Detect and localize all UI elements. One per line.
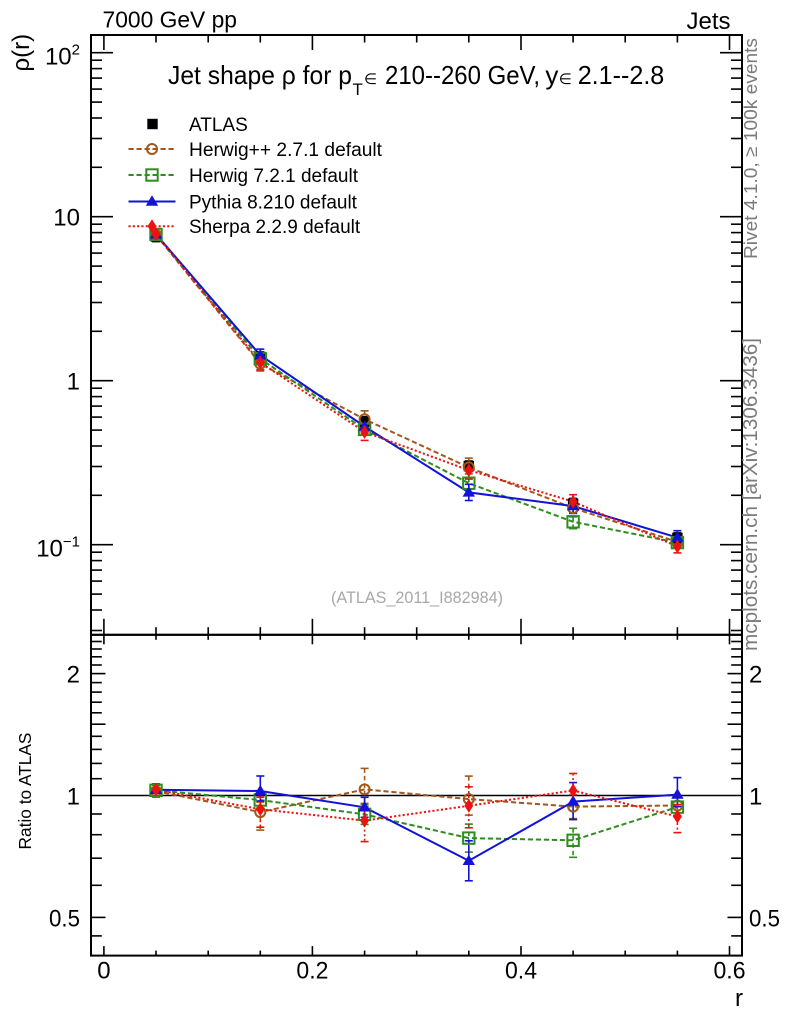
svg-text:2: 2 xyxy=(67,662,80,689)
svg-text:7000 GeV pp: 7000 GeV pp xyxy=(103,7,238,33)
svg-text:Ratio to ATLAS: Ratio to ATLAS xyxy=(15,733,35,850)
svg-text:1: 1 xyxy=(67,784,80,811)
svg-text:Jets: Jets xyxy=(687,8,731,35)
svg-text:10: 10 xyxy=(53,205,80,232)
svg-text:(ATLAS_2011_I882984): (ATLAS_2011_I882984) xyxy=(331,589,503,607)
svg-text:2: 2 xyxy=(749,662,762,689)
svg-text:∈: ∈ xyxy=(364,71,377,88)
svg-text:y: y xyxy=(545,60,558,90)
svg-text:ρ(r): ρ(r) xyxy=(8,34,35,72)
svg-text:Rivet 4.1.0, ≥ 100k events: Rivet 4.1.0, ≥ 100k events xyxy=(740,38,761,259)
svg-text:0: 0 xyxy=(97,958,110,985)
svg-text:r: r xyxy=(735,985,743,1012)
svg-text:0.6: 0.6 xyxy=(714,958,746,985)
svg-text:Herwig 7.2.1 default: Herwig 7.2.1 default xyxy=(189,166,359,187)
svg-text:mcplots.cern.ch [arXiv:1306.34: mcplots.cern.ch [arXiv:1306.3436] xyxy=(740,338,762,651)
svg-text:0.4: 0.4 xyxy=(505,958,537,985)
svg-text:0.5: 0.5 xyxy=(749,905,780,932)
svg-text:2.1--2.8: 2.1--2.8 xyxy=(578,60,665,90)
svg-text:Sherpa 2.2.9 default: Sherpa 2.2.9 default xyxy=(189,217,361,238)
svg-text:210--260 GeV,: 210--260 GeV, xyxy=(385,60,540,90)
svg-text:Herwig++ 2.7.1 default: Herwig++ 2.7.1 default xyxy=(189,140,383,161)
svg-text:Jet shape ρ for p: Jet shape ρ for p xyxy=(168,60,352,90)
svg-text:Pythia 8.210 default: Pythia 8.210 default xyxy=(189,192,358,213)
svg-text:ATLAS: ATLAS xyxy=(189,115,248,136)
svg-text:0.2: 0.2 xyxy=(296,958,328,985)
svg-text:0.5: 0.5 xyxy=(49,905,80,932)
svg-text:∈: ∈ xyxy=(559,71,572,88)
svg-text:1: 1 xyxy=(749,784,762,811)
svg-text:T: T xyxy=(353,80,363,99)
svg-text:1: 1 xyxy=(67,369,80,396)
